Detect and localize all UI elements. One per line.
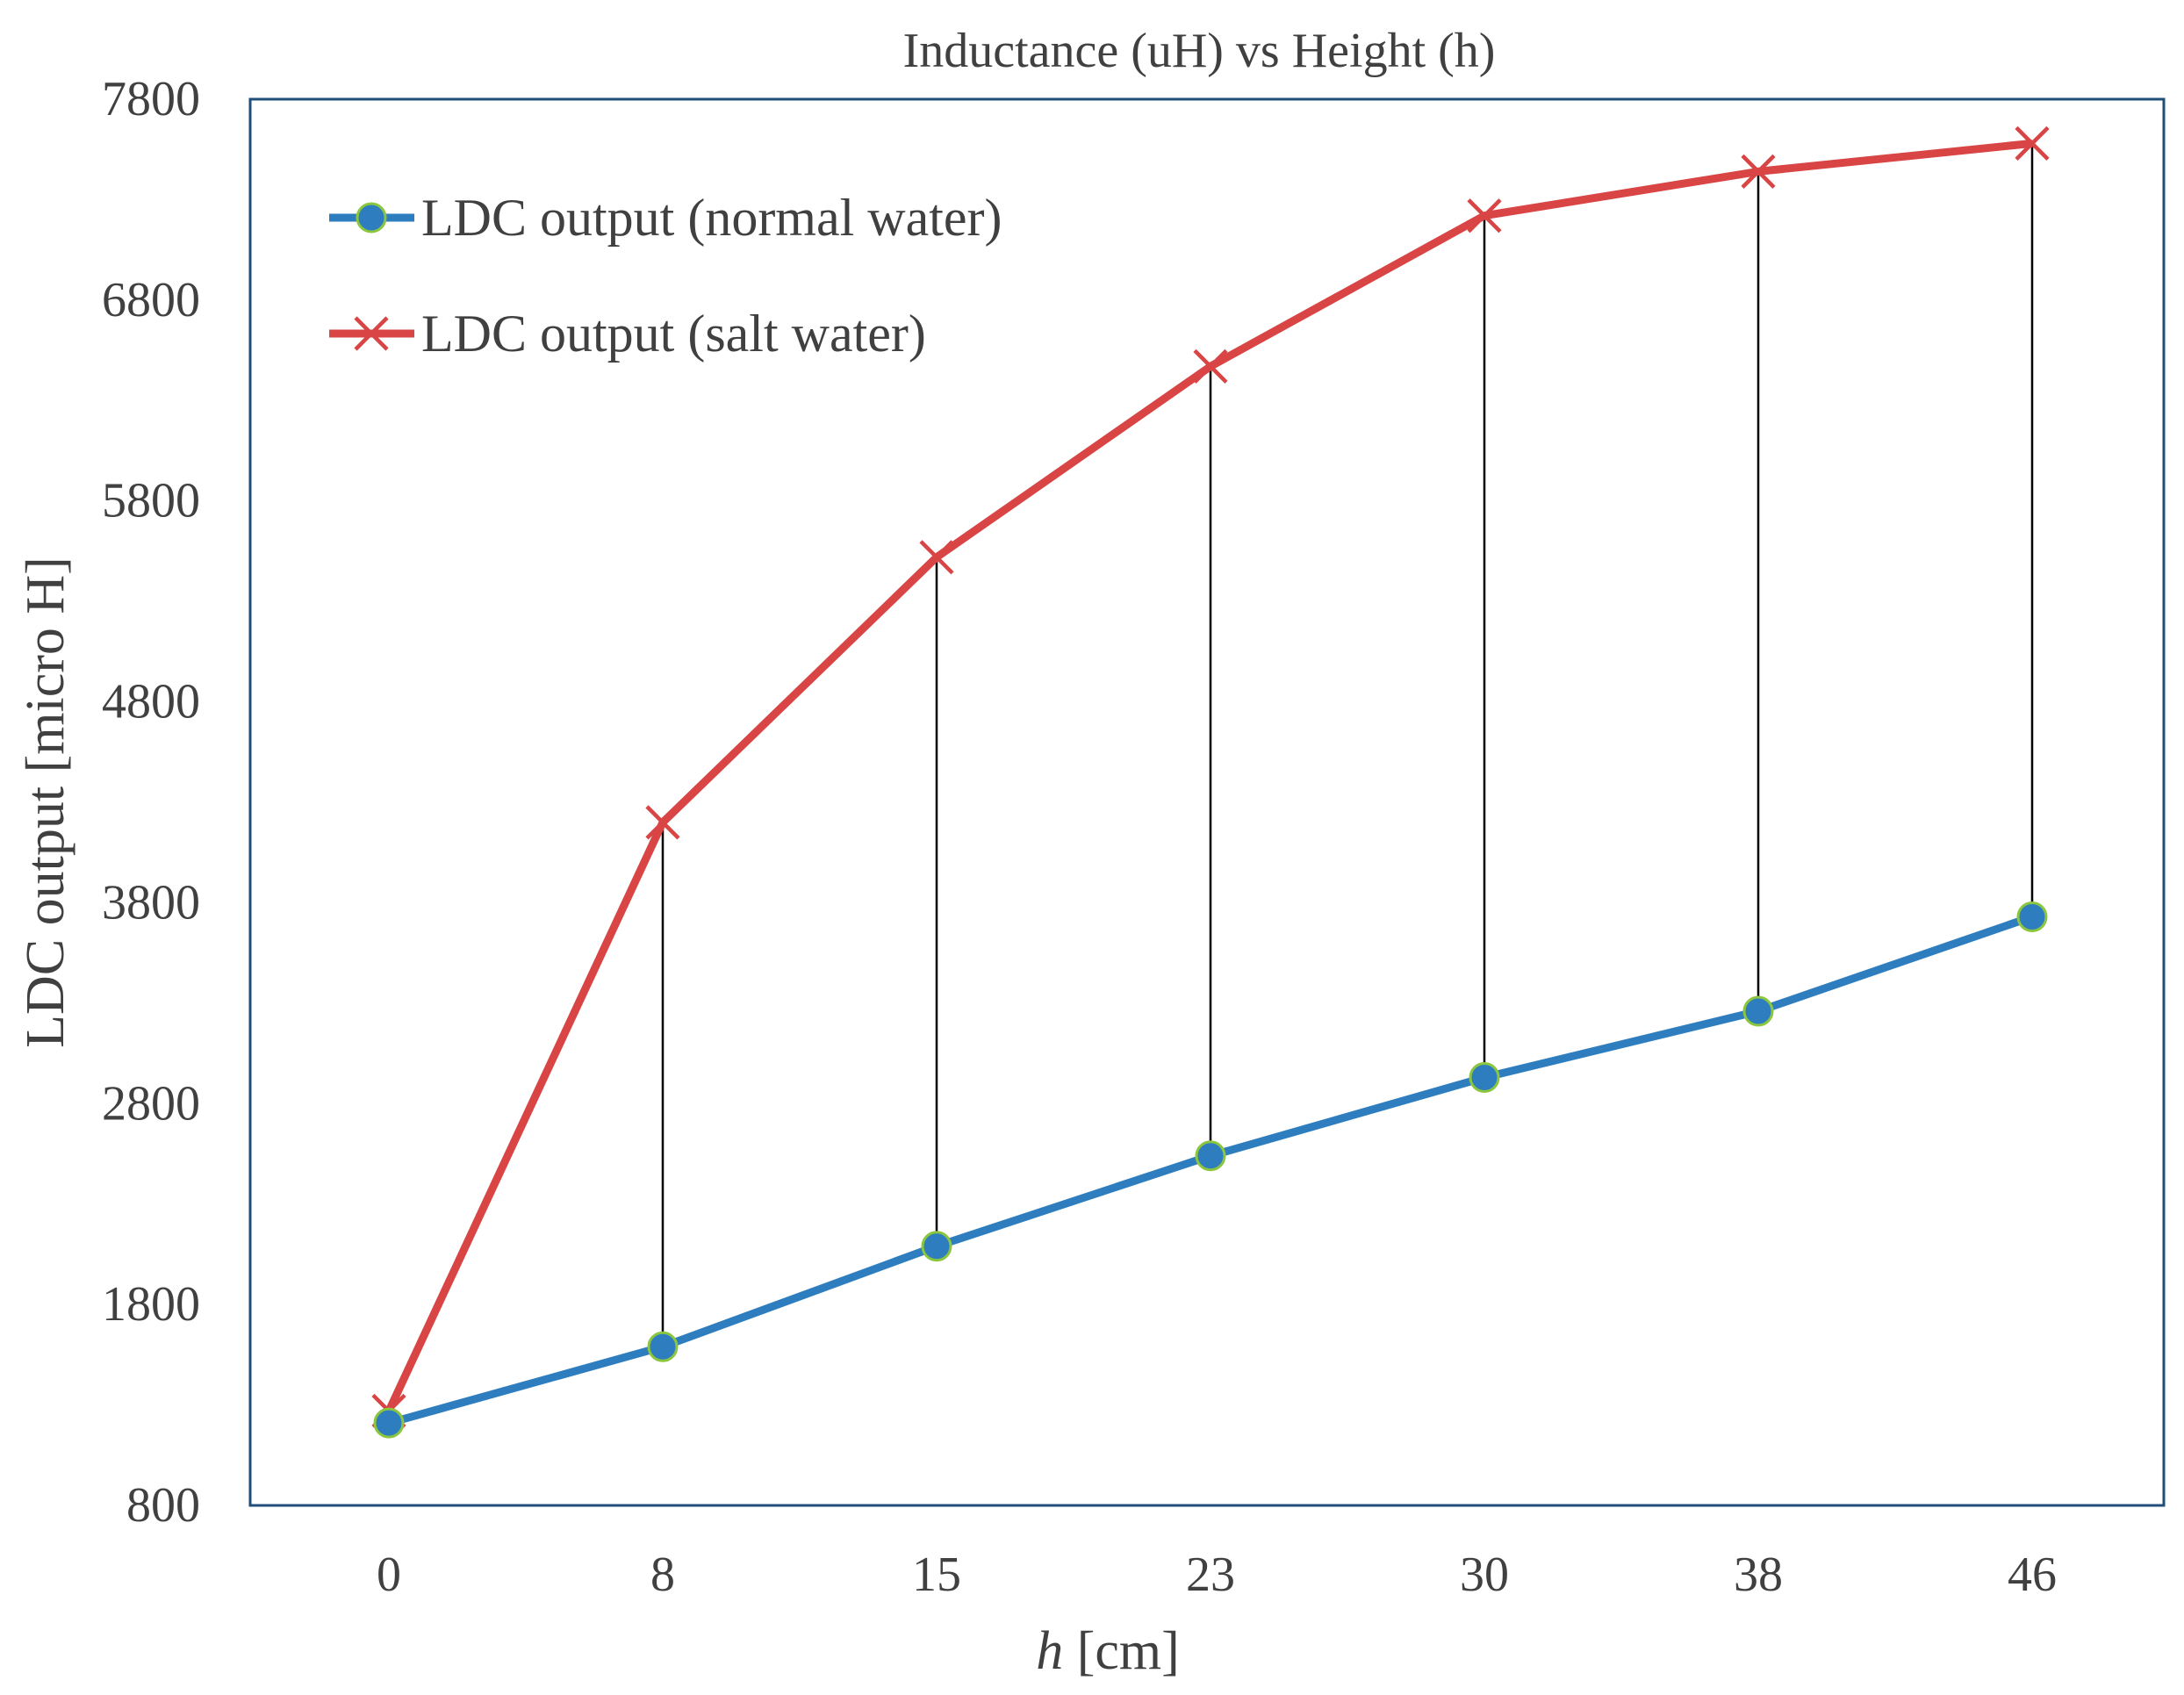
- data-point: [1742, 995, 1774, 1027]
- x-tick-label: 23: [1186, 1548, 1235, 1602]
- legend-item: LDC output (salt water): [329, 305, 926, 363]
- plot-area: [248, 97, 2166, 1507]
- legend-label: LDC output (normal water): [421, 189, 1002, 247]
- x-axis-label: h [cm]: [1036, 1621, 1180, 1681]
- x-tick-label: 46: [2008, 1548, 2057, 1602]
- data-point: [647, 1331, 679, 1362]
- data-point: [1469, 1062, 1500, 1094]
- legend: LDC output (normal water) LDC output (sal…: [329, 189, 1002, 363]
- series-normal-water: [373, 901, 2048, 1439]
- data-point: [1467, 198, 1502, 233]
- y-tick-label: 3800: [102, 875, 200, 930]
- data-point: [645, 805, 680, 840]
- data-point: [2016, 901, 2048, 932]
- y-axis: 800 1800 2800 3800 4800 5800 6800 7800: [102, 72, 200, 1533]
- legend-swatch-marker: [354, 316, 389, 351]
- y-tick-label: 7800: [102, 72, 200, 126]
- y-tick-label: 2800: [102, 1076, 200, 1131]
- x-tick-label: 0: [377, 1548, 401, 1602]
- series-salt-water: [371, 126, 2050, 1429]
- x-axis-label-var: h: [1036, 1621, 1063, 1681]
- y-tick-label: 800: [126, 1478, 200, 1533]
- x-axis: 0 8 15 23 30 38 46: [377, 1548, 2057, 1602]
- x-tick-label: 15: [912, 1548, 961, 1602]
- data-point: [1193, 348, 1228, 384]
- data-point: [921, 1231, 952, 1262]
- legend-label: LDC output (salt water): [421, 305, 926, 363]
- y-axis-label: LDC output [micro H]: [16, 557, 75, 1048]
- y-tick-label: 4800: [102, 675, 200, 729]
- legend-swatch-marker: [356, 202, 387, 233]
- x-tick-label: 8: [650, 1548, 675, 1602]
- y-tick-label: 5800: [102, 474, 200, 528]
- x-tick-label: 38: [1734, 1548, 1783, 1602]
- legend-item: LDC output (normal water): [329, 189, 1002, 247]
- x-tick-label: 30: [1460, 1548, 1509, 1602]
- data-point: [1741, 154, 1776, 189]
- data-point: [919, 540, 954, 575]
- data-point: [373, 1407, 405, 1439]
- data-point: [2015, 126, 2050, 161]
- series-layer: [371, 126, 2050, 1439]
- data-point: [1195, 1140, 1226, 1172]
- drop-lines: [661, 143, 2034, 1347]
- chart-title: Inductance (uH) vs Height (h): [903, 24, 1496, 78]
- y-tick-label: 6800: [102, 273, 200, 327]
- y-tick-label: 1800: [102, 1277, 200, 1332]
- x-axis-label-unit: [cm]: [1063, 1621, 1180, 1681]
